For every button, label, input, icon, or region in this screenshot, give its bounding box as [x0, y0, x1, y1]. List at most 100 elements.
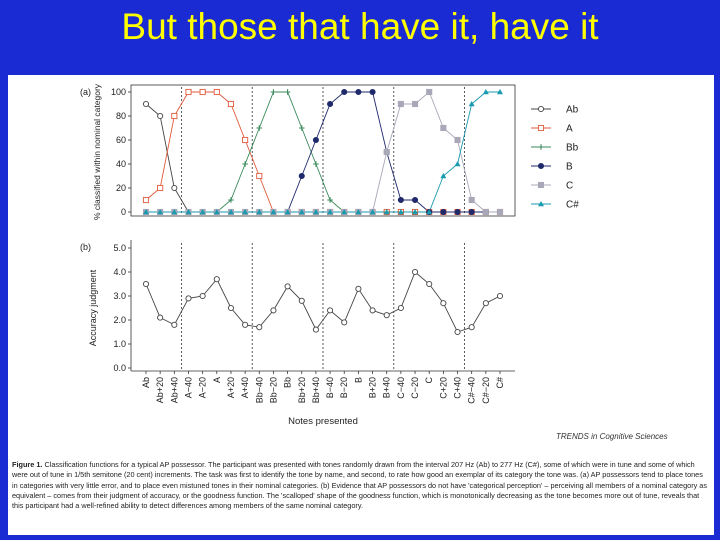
journal-credit: TRENDS in Cognitive Sciences [556, 432, 668, 441]
panel-b-ytick-label: 2.0 [113, 315, 126, 325]
point-c [411, 100, 419, 108]
point-b [355, 88, 362, 96]
accuracy-point [171, 321, 178, 328]
panel-b-ytick-label: 0.0 [113, 363, 126, 373]
point-csharp [454, 161, 461, 167]
xtick-label: C−20 [410, 377, 420, 399]
figure-chart: (a) 0 20 40 60 80 100 % classified within nomin… [80, 83, 579, 427]
point-csharp [284, 209, 291, 215]
accuracy-point [341, 319, 348, 326]
point-csharp [256, 209, 263, 215]
point-b [327, 100, 334, 108]
legend-marker [538, 144, 544, 150]
point-a [242, 136, 249, 144]
point-csharp [482, 89, 489, 95]
point-bb [256, 125, 263, 131]
point-a [213, 88, 220, 96]
panel-a-ytick-label: 0 [121, 207, 126, 217]
point-b [298, 172, 305, 180]
panel-b-ytick-label: 3.0 [113, 291, 126, 301]
xtick-label: C+20 [438, 377, 448, 399]
xtick-label: C#−20 [481, 377, 491, 404]
point-bb [270, 89, 277, 95]
slide-title: But those that have it, have it [121, 6, 599, 47]
point-c [454, 136, 461, 144]
point-b [369, 88, 376, 96]
xtick-label: C+40 [453, 377, 463, 399]
point-b [341, 88, 348, 96]
xtick-label: B [353, 377, 363, 383]
xtick-label: A+20 [226, 377, 236, 398]
figure-panel: (a) 0 20 40 60 80 100 % classified within nomin… [8, 75, 714, 535]
legend-marker [537, 124, 545, 132]
xtick-label: A−40 [183, 377, 193, 398]
point-b [312, 136, 319, 144]
panel-a-ytick-label: 80 [116, 111, 126, 121]
point-csharp [355, 209, 362, 215]
panel-b-xlabel: Notes presented [288, 416, 358, 427]
panel-b-ytick-label: 5.0 [113, 243, 126, 253]
point-b [440, 208, 447, 216]
panel-a-ytick-label: 60 [116, 135, 126, 145]
xtick-label: Bb [283, 377, 293, 388]
accuracy-point [298, 297, 305, 304]
panel-a-ylabel: % classified within nominal category [92, 83, 102, 220]
legend-label: A [566, 124, 573, 135]
point-csharp [270, 209, 277, 215]
legend-label: C# [566, 200, 579, 211]
point-csharp [199, 209, 206, 215]
accuracy-point [185, 295, 192, 302]
accuracy-point [327, 307, 334, 314]
point-csharp [412, 209, 419, 215]
panel-a-label: (a) [80, 87, 91, 97]
panel-b-label: (b) [80, 242, 91, 252]
point-csharp [327, 209, 334, 215]
point-csharp [312, 209, 319, 215]
point-b [468, 208, 475, 216]
point-csharp [298, 209, 305, 215]
xtick-label: C# [495, 377, 505, 389]
xtick-label: C [424, 377, 434, 384]
xtick-label: Bb−40 [254, 377, 264, 403]
accuracy-point [312, 326, 319, 333]
point-csharp [171, 209, 178, 215]
caption-text: Classification functions for a typical A… [12, 460, 708, 511]
point-csharp [497, 89, 503, 95]
point-a [256, 172, 263, 180]
caption-label: Figure 1. [12, 460, 43, 469]
point-b [454, 208, 461, 216]
point-csharp [369, 209, 376, 215]
point-c [468, 196, 475, 204]
point-csharp [426, 209, 433, 215]
panel-b-ytick-label: 1.0 [113, 339, 126, 349]
xtick-label: B−40 [325, 377, 335, 398]
xtick-label: Ab+40 [169, 377, 179, 403]
point-csharp [468, 101, 475, 107]
accuracy-point [157, 314, 164, 321]
point-bb [313, 161, 319, 167]
point-a [199, 88, 206, 96]
point-bb [228, 197, 234, 203]
point-c [383, 148, 390, 156]
legend-marker [538, 201, 544, 207]
xtick-label: A+40 [240, 377, 250, 398]
point-csharp [242, 209, 249, 215]
point-ab [157, 112, 164, 120]
xtick-label: Bb−20 [268, 377, 278, 403]
point-a [157, 184, 164, 192]
legend-label: Bb [566, 143, 579, 154]
figure-caption: Figure 1. Classification functions for a… [12, 460, 710, 511]
point-c [496, 208, 504, 216]
panel-a-ytick-label: 100 [111, 87, 126, 97]
point-csharp [227, 209, 234, 215]
accuracy-point [411, 268, 419, 276]
point-c [482, 208, 489, 216]
accuracy-point [227, 304, 235, 312]
panel-a-frame [130, 84, 516, 217]
legend-marker [537, 105, 545, 113]
accuracy-line [145, 271, 501, 333]
xtick-label: Ab [141, 377, 151, 388]
panel-b-ytick-label: 4.0 [113, 267, 126, 277]
point-csharp [213, 209, 220, 215]
point-bb [327, 197, 333, 203]
